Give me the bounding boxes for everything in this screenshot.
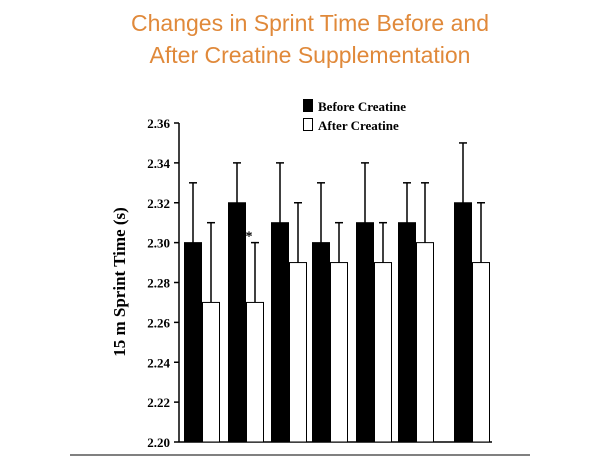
y-axis-label: 15 m Sprint Time (s) [110,207,129,357]
y-tick-label: 2.20 [147,435,170,450]
y-tick-label: 2.34 [147,156,170,171]
legend-label-after: After Creatine [318,118,399,133]
legend-swatch-after [303,118,313,131]
bar-before [184,242,202,443]
bar-after [246,301,264,443]
bar-after [374,262,392,443]
bar-after [330,262,348,443]
bar-after [202,301,220,443]
bar-before [228,202,246,443]
legend-label-before: Before Creatine [318,99,406,114]
y-tick-label: 2.36 [147,116,170,131]
bar-before [356,222,374,443]
y-tick-label: 2.28 [147,276,170,291]
bar-before [312,242,330,443]
bar-after [416,242,434,443]
chart-title-line-1: Changes in Sprint Time Before and [131,10,489,36]
legend-swatch-before [303,99,313,112]
bar-after [472,262,490,443]
y-tick-label: 2.24 [147,355,170,370]
bar-before [398,222,416,443]
y-tick-label: 2.22 [147,395,170,410]
y-tick-label: 2.32 [147,196,170,211]
y-tick-label: 2.30 [147,236,170,251]
bar-after [289,262,307,443]
bar-before [271,222,289,443]
bar-before [454,202,472,443]
chart-title-line-2: After Creatine Supplementation [149,42,471,68]
y-tick-label: 2.26 [147,315,170,330]
significance-asterisk: * [246,230,253,245]
